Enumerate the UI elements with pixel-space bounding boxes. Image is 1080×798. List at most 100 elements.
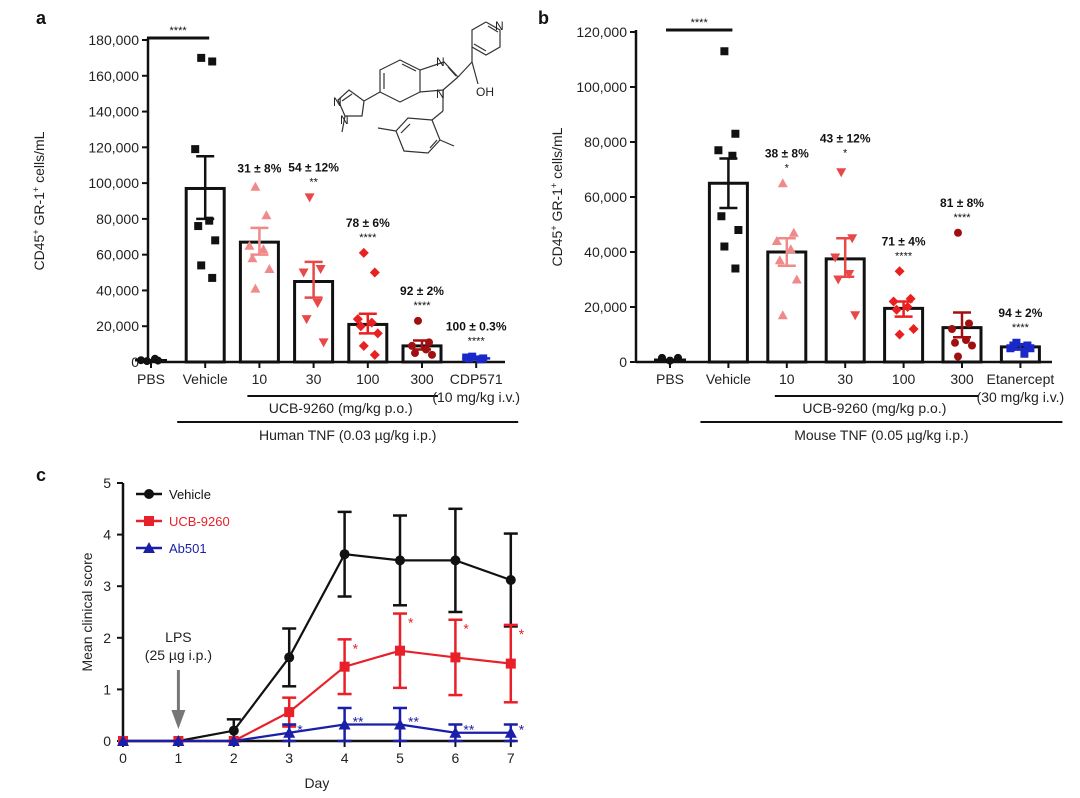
x-tick-label: 2: [230, 750, 238, 766]
y-axis-label-part: +: [549, 225, 559, 230]
significance-stars: *: [353, 640, 359, 656]
data-point: [965, 319, 973, 328]
drug-group-label: UCB-9260 (mg/kg p.o.): [269, 400, 413, 416]
data-point: [264, 263, 275, 273]
y-tick-label: 0: [619, 354, 627, 370]
panel-a-chart: 0 20,000 40,000 60,000 80,000 100,000 120,000 1…: [31, 25, 520, 443]
data-point: [428, 350, 436, 359]
data-point: [366, 317, 377, 328]
data-point: [228, 725, 239, 736]
percent-inhibition-label: 43 ± 12%: [820, 131, 871, 145]
x-tick-label: 100: [892, 371, 916, 387]
data-point: [791, 274, 802, 284]
significance-stars: **: [353, 713, 364, 729]
y-axis-label-part: GR-1: [31, 192, 47, 230]
significance-stars: ****: [359, 232, 377, 244]
percent-inhibition-label: 94 ± 2%: [998, 306, 1042, 320]
legend-marker: [144, 489, 154, 499]
chem-label-pyrazole-n2: N: [340, 113, 349, 127]
x-tick-label: PBS: [137, 371, 165, 387]
x-tick-label: 10: [252, 371, 268, 387]
data-point: [788, 227, 799, 237]
significance-stars: ****: [468, 336, 486, 348]
x-tick-label: 1: [175, 750, 183, 766]
data-point: [414, 316, 422, 325]
data-point: [465, 354, 474, 363]
panel-letter-c: c: [36, 465, 46, 485]
percent-inhibition-label: 92 ± 2%: [400, 284, 444, 298]
data-point: [658, 353, 666, 362]
data-point: [247, 253, 258, 263]
data-point: [143, 357, 151, 366]
data-point: [117, 735, 129, 746]
y-axis-label-part: cells/mL: [549, 127, 565, 182]
data-point: [315, 264, 326, 274]
y-tick-label: 4: [103, 527, 111, 543]
x-tick-label: 4: [341, 750, 349, 766]
y-tick-label: 20,000: [584, 299, 627, 315]
y-axis-label-part: +: [549, 183, 559, 188]
data-point: [449, 726, 462, 738]
data-point: [962, 336, 970, 344]
data-point: [731, 264, 740, 273]
chem-label-pyrazole-n1: N: [333, 95, 342, 109]
comparison-stars: ****: [691, 17, 709, 29]
significance-stars: **: [309, 176, 318, 188]
data-point: [197, 261, 206, 270]
comparison-stars: ****: [170, 25, 188, 37]
significance-stars: **: [408, 713, 419, 729]
x-tick-label: 300: [950, 371, 974, 387]
y-axis-label-part: CD45: [31, 234, 47, 270]
data-point: [338, 718, 351, 730]
bar: [707, 181, 749, 364]
data-point: [505, 658, 516, 669]
data-point: [504, 726, 517, 738]
y-tick-label: 0: [131, 354, 139, 370]
data-point: [720, 47, 729, 56]
x-tick-label: 7: [507, 750, 515, 766]
x-tick-label: Vehicle: [183, 371, 228, 387]
significance-stars: ****: [953, 212, 971, 224]
control-dose-label: (10 mg/kg i.v.): [432, 389, 520, 405]
y-tick-label: 100,000: [88, 175, 139, 191]
significance-stars: *: [785, 162, 790, 174]
data-point: [1020, 349, 1029, 358]
x-tick-label: 30: [837, 371, 853, 387]
data-point: [476, 355, 485, 364]
data-point: [1026, 344, 1035, 353]
x-tick-label: 3: [285, 750, 293, 766]
data-point: [369, 267, 380, 278]
lps-annotation-dose: (25 µg i.p.): [145, 647, 212, 663]
data-point: [734, 226, 743, 234]
data-point: [284, 652, 295, 663]
y-tick-label: 40,000: [96, 282, 139, 298]
data-point: [894, 329, 905, 340]
chem-label-pyridine-n: N: [495, 19, 504, 33]
x-tick-label: 100: [356, 371, 380, 387]
data-point: [450, 555, 461, 566]
y-tick-label: 80,000: [584, 134, 627, 150]
data-point: [450, 652, 461, 663]
data-point: [355, 321, 366, 332]
y-tick-label: 5: [103, 475, 111, 491]
data-point: [888, 296, 899, 307]
data-point: [283, 726, 296, 738]
data-point: [250, 181, 261, 191]
data-point: [850, 311, 861, 321]
data-point: [358, 247, 369, 258]
x-tick-label: 30: [306, 371, 322, 387]
percent-inhibition-label: 38 ± 8%: [765, 146, 809, 160]
y-tick-label: 0: [103, 733, 111, 749]
y-tick-label: 100,000: [576, 79, 627, 95]
data-point: [422, 345, 430, 354]
significance-stars: ****: [413, 300, 431, 312]
chem-label-imidazole-n-bottom: N: [436, 87, 445, 101]
x-tick-label: 300: [410, 371, 434, 387]
data-point: [774, 255, 785, 265]
data-point: [948, 325, 956, 333]
y-tick-label: 60,000: [96, 247, 139, 263]
significance-stars: *: [843, 147, 848, 159]
data-point: [318, 338, 329, 348]
